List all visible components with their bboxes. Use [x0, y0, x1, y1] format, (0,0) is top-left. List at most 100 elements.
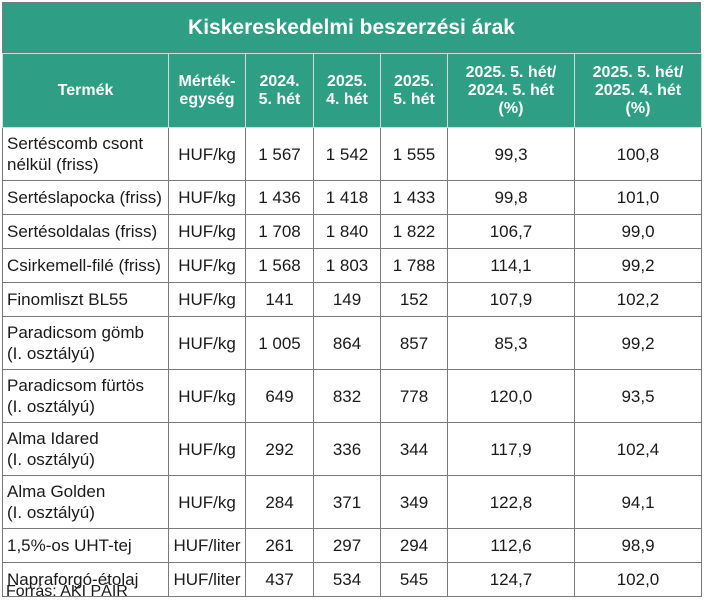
cell-2024-week5: 141 — [245, 282, 314, 317]
column-header-product: Termék — [2, 53, 169, 128]
cell-2025-week4: 1 418 — [313, 180, 381, 215]
column-header-2025-week5: 2025. 5. hét — [380, 53, 448, 128]
cell-2025-week4: 149 — [313, 282, 381, 317]
cell-unit: HUF/kg — [168, 422, 246, 476]
cell-wow-pct: 99,2 — [574, 248, 702, 283]
table-row: Alma Idared (I. osztályú) HUF/kg 292 336 344… — [2, 422, 702, 476]
cell-unit: HUF/kg — [168, 316, 246, 370]
table-row: Napraforgó-étolaj HUF/liter 437 534 545 124,7… — [2, 562, 702, 597]
table-row: Sertéslapocka (friss) HUF/kg 1 436 1 418 1 4… — [2, 180, 702, 215]
cell-product: Finomliszt BL55 — [2, 282, 169, 317]
cell-yoy-pct: 112,6 — [447, 528, 575, 563]
cell-2025-week5: 1 555 — [380, 127, 448, 181]
cell-unit: HUF/kg — [168, 369, 246, 423]
column-header-2025-week4: 2025. 4. hét — [313, 53, 381, 128]
cell-2025-week4: 534 — [313, 562, 381, 597]
cell-wow-pct: 101,0 — [574, 180, 702, 215]
column-header-unit: Mérték- egység — [168, 53, 246, 128]
table-row: Alma Golden (I. osztályú) HUF/kg 284 371 349… — [2, 475, 702, 529]
cell-yoy-pct: 120,0 — [447, 369, 575, 423]
cell-unit: HUF/kg — [168, 180, 246, 215]
cell-yoy-pct: 117,9 — [447, 422, 575, 476]
cell-yoy-pct: 107,9 — [447, 282, 575, 317]
cell-yoy-pct: 99,8 — [447, 180, 575, 215]
cell-yoy-pct: 124,7 — [447, 562, 575, 597]
cell-2024-week5: 1 005 — [245, 316, 314, 370]
cell-yoy-pct: 99,3 — [447, 127, 575, 181]
cell-product: Sertéslapocka (friss) — [2, 180, 169, 215]
cell-unit: HUF/liter — [168, 528, 246, 563]
table-row: Finomliszt BL55 HUF/kg 141 149 152 107,9 102,2 — [2, 282, 702, 317]
cell-2025-week5: 152 — [380, 282, 448, 317]
cell-2024-week5: 1 567 — [245, 127, 314, 181]
cell-2024-week5: 1 568 — [245, 248, 314, 283]
cell-2025-week4: 336 — [313, 422, 381, 476]
cell-unit: HUF/kg — [168, 127, 246, 181]
cell-2025-week4: 371 — [313, 475, 381, 529]
cell-2025-week4: 297 — [313, 528, 381, 563]
cell-yoy-pct: 106,7 — [447, 214, 575, 249]
cell-yoy-pct: 114,1 — [447, 248, 575, 283]
cell-2025-week5: 349 — [380, 475, 448, 529]
cell-wow-pct: 102,4 — [574, 422, 702, 476]
column-header-2024-week5: 2024. 5. hét — [245, 53, 314, 128]
cell-wow-pct: 100,8 — [574, 127, 702, 181]
cell-2025-week5: 857 — [380, 316, 448, 370]
cell-wow-pct: 99,2 — [574, 316, 702, 370]
table-title: Kiskereskedelmi beszerzési árak — [2, 2, 701, 53]
cell-2024-week5: 1 708 — [245, 214, 314, 249]
source-note: Forrás: AKI PÁIR — [6, 583, 128, 600]
table-row: Paradicsom fürtös (I. osztályú) HUF/kg 649… — [2, 369, 702, 423]
table-row: Paradicsom gömb (I. osztályú) HUF/kg 1 005… — [2, 316, 702, 370]
cell-product: Napraforgó-étolaj — [2, 562, 169, 597]
cell-2024-week5: 437 — [245, 562, 314, 597]
cell-product: 1,5%-os UHT-tej — [2, 528, 169, 563]
cell-2024-week5: 1 436 — [245, 180, 314, 215]
cell-2025-week5: 1 822 — [380, 214, 448, 249]
cell-wow-pct: 102,0 — [574, 562, 702, 597]
cell-2025-week5: 545 — [380, 562, 448, 597]
cell-product: Sertéscomb csont nélkül (friss) — [2, 127, 169, 181]
cell-product: Paradicsom gömb (I. osztályú) — [2, 316, 169, 370]
cell-wow-pct: 99,0 — [574, 214, 702, 249]
cell-2025-week5: 1 788 — [380, 248, 448, 283]
cell-2025-week4: 1 840 — [313, 214, 381, 249]
cell-2025-week4: 832 — [313, 369, 381, 423]
cell-2025-week5: 1 433 — [380, 180, 448, 215]
cell-wow-pct: 93,5 — [574, 369, 702, 423]
cell-2025-week5: 294 — [380, 528, 448, 563]
cell-2024-week5: 284 — [245, 475, 314, 529]
cell-unit: HUF/kg — [168, 214, 246, 249]
cell-product: Alma Idared (I. osztályú) — [2, 422, 169, 476]
table-row: 1,5%-os UHT-tej HUF/liter 261 297 294 112,6 98… — [2, 528, 702, 563]
cell-2024-week5: 261 — [245, 528, 314, 563]
cell-2024-week5: 292 — [245, 422, 314, 476]
cell-unit: HUF/kg — [168, 475, 246, 529]
cell-wow-pct: 94,1 — [574, 475, 702, 529]
cell-product: Csirkemell-filé (friss) — [2, 248, 169, 283]
cell-wow-pct: 102,2 — [574, 282, 702, 317]
cell-unit: HUF/kg — [168, 248, 246, 283]
cell-wow-pct: 98,9 — [574, 528, 702, 563]
table-row: Csirkemell-filé (friss) HUF/kg 1 568 1 803 1… — [2, 248, 702, 283]
cell-yoy-pct: 85,3 — [447, 316, 575, 370]
cell-unit: HUF/liter — [168, 562, 246, 597]
table-row: Sertéscomb csont nélkül (friss) HUF/kg 1 5… — [2, 127, 702, 181]
column-header-wow-pct: 2025. 5. hét/ 2025. 4. hét (%) — [574, 53, 702, 128]
cell-2025-week5: 778 — [380, 369, 448, 423]
cell-product: Paradicsom fürtös (I. osztályú) — [2, 369, 169, 423]
column-header-yoy-pct: 2025. 5. hét/ 2024. 5. hét (%) — [447, 53, 575, 128]
cell-2025-week5: 344 — [380, 422, 448, 476]
cell-product: Sertésoldalas (friss) — [2, 214, 169, 249]
price-table: Termék Mérték- egység 2024. 5. hét 2025.… — [2, 53, 702, 597]
cell-2025-week4: 1 542 — [313, 127, 381, 181]
cell-2024-week5: 649 — [245, 369, 314, 423]
cell-2025-week4: 1 803 — [313, 248, 381, 283]
header-row: Termék Mérték- egység 2024. 5. hét 2025.… — [2, 53, 702, 128]
cell-product: Alma Golden (I. osztályú) — [2, 475, 169, 529]
table-row: Sertésoldalas (friss) HUF/kg 1 708 1 840 1 8… — [2, 214, 702, 249]
price-table-container: Kiskereskedelmi beszerzési árak Termék M… — [2, 2, 702, 600]
cell-yoy-pct: 122,8 — [447, 475, 575, 529]
cell-2025-week4: 864 — [313, 316, 381, 370]
cell-unit: HUF/kg — [168, 282, 246, 317]
